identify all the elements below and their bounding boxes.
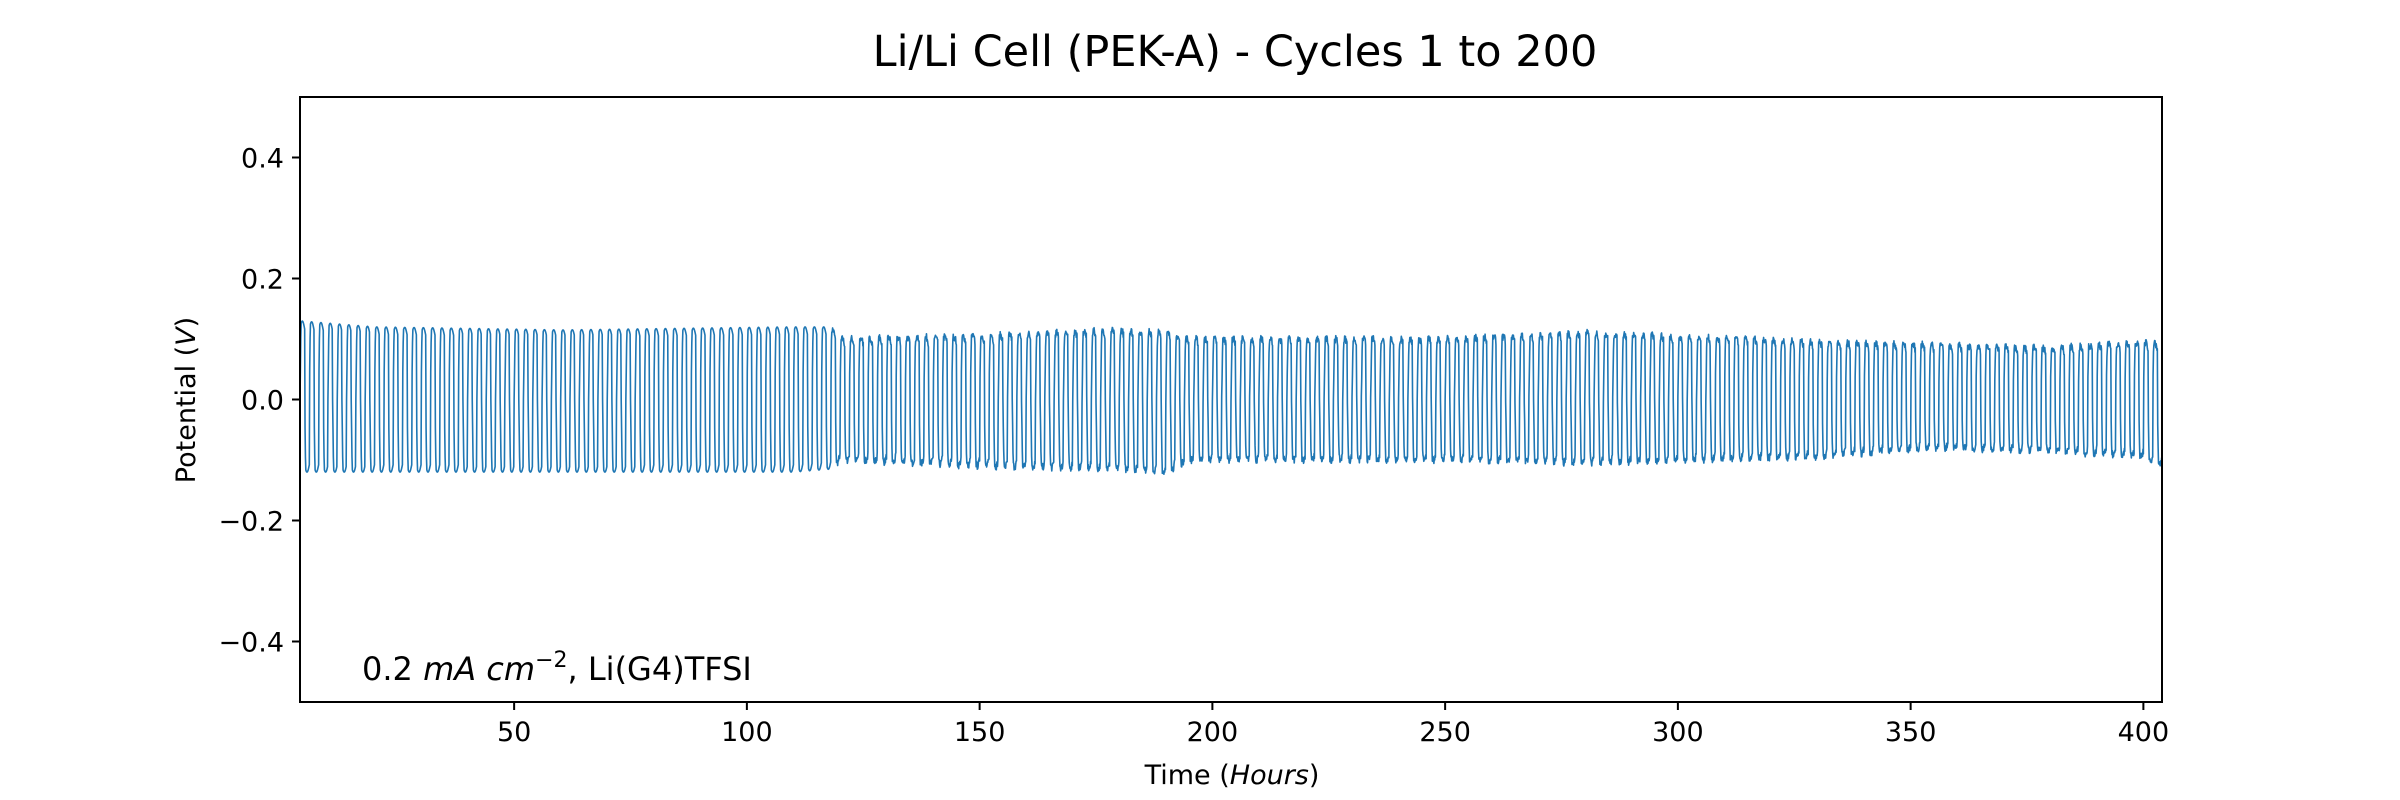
x-tick-label: 100 — [721, 717, 773, 748]
y-tick-label: −0.2 — [218, 507, 284, 538]
y-axis-label: Potential (V) — [171, 317, 202, 483]
x-tick-label: 150 — [954, 717, 1006, 748]
chart-title: Li/Li Cell (PEK-A) - Cycles 1 to 200 — [873, 27, 1598, 77]
y-tick-label: 0.2 — [241, 265, 284, 296]
plot-area — [299, 320, 2163, 476]
chart-annotation: 0.2 mA cm−2, Li(G4)TFSI — [362, 648, 752, 688]
y-tick-label: −0.4 — [218, 628, 284, 659]
x-axis-ticks: 50 100 150 200 250 300 350 400 — [497, 702, 2169, 748]
x-tick-label: 400 — [2118, 717, 2170, 748]
y-axis-ticks: −0.4 −0.2 0.0 0.2 0.4 — [218, 144, 300, 659]
x-tick-label: 350 — [1885, 717, 1937, 748]
y-tick-label: 0.4 — [241, 144, 284, 175]
x-axis-label: Time (Hours) — [1144, 760, 1320, 791]
x-tick-label: 200 — [1187, 717, 1239, 748]
x-tick-label: 300 — [1652, 717, 1704, 748]
y-tick-label: 0.0 — [241, 386, 284, 417]
series-line — [299, 320, 2163, 476]
x-tick-label: 50 — [497, 717, 531, 748]
x-tick-label: 250 — [1419, 717, 1471, 748]
